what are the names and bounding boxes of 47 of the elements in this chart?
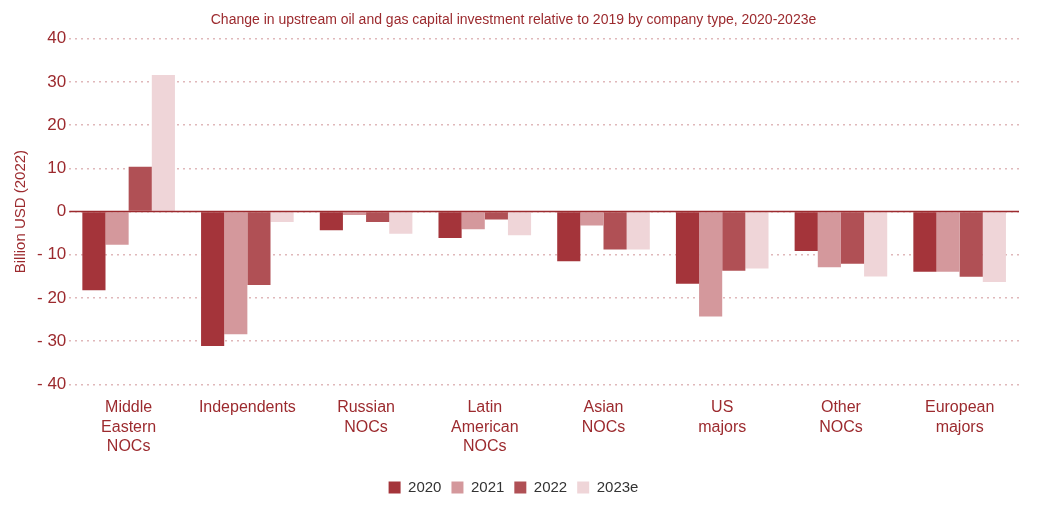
legend-label: 2020	[408, 477, 442, 495]
x-tick-label: European majors	[924, 398, 995, 435]
y-tick-label: - 30	[37, 330, 67, 350]
bar	[936, 212, 960, 272]
y-tick-label: 30	[47, 71, 67, 91]
x-tick-label: Middle Eastern NOCs	[101, 398, 157, 454]
x-tick-label: Russian NOCs	[337, 398, 395, 435]
y-axis-title: Billion USD (2022)	[11, 149, 29, 274]
x-tick-label: Latin American NOCs	[451, 398, 519, 454]
bar	[105, 212, 129, 245]
bar	[461, 212, 485, 230]
bar	[484, 212, 508, 220]
legend-label: 2023e	[596, 477, 639, 495]
bar	[128, 166, 152, 211]
bar	[270, 212, 294, 222]
bar	[699, 212, 723, 317]
y-tick-label: 20	[47, 114, 67, 134]
bar	[603, 212, 627, 250]
legend-label: 2022	[533, 477, 568, 495]
bar	[580, 212, 604, 226]
bar	[151, 75, 175, 211]
chart-title: Change in upstream oil and gas capital investment relative to 2019 by company type, 2020-2023e	[210, 11, 817, 28]
bar	[366, 212, 390, 222]
y-tick-label: - 10	[37, 244, 67, 264]
y-tick-label: 10	[47, 158, 67, 178]
bar	[247, 212, 271, 286]
bar	[389, 212, 413, 234]
bar	[745, 212, 769, 269]
bar	[864, 212, 888, 277]
bar	[224, 212, 248, 335]
y-tick-label: - 40	[37, 374, 67, 394]
bar	[722, 212, 746, 271]
bar	[959, 212, 983, 277]
bar	[817, 212, 841, 268]
x-tick-label: US majors	[698, 398, 747, 435]
x-tick-label: Independents	[198, 398, 296, 416]
bar	[982, 212, 1006, 283]
legend-label: 2021	[470, 477, 505, 495]
bar	[342, 212, 367, 216]
y-tick-label: 40	[47, 28, 67, 48]
bar	[626, 212, 650, 250]
x-tick-label: Other NOCs	[819, 398, 863, 435]
bar	[840, 212, 865, 264]
x-tick-label: Asian NOCs	[581, 398, 626, 435]
y-tick-label: 0	[56, 201, 67, 221]
y-tick-label: - 20	[37, 287, 67, 307]
bar	[507, 212, 532, 236]
